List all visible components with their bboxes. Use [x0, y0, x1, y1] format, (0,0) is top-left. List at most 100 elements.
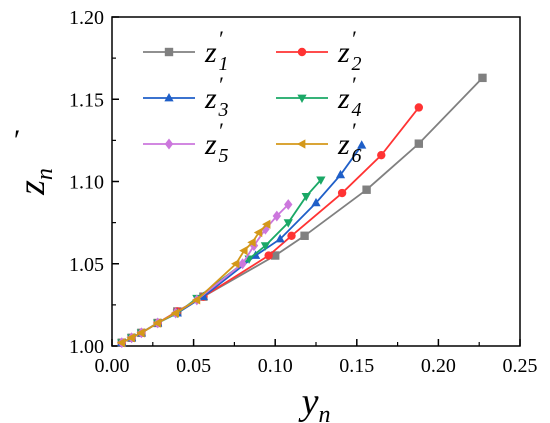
- data-point: [284, 199, 293, 210]
- series-4: [117, 176, 326, 348]
- series-3: [117, 140, 367, 347]
- legend-label: z′ 1: [204, 26, 229, 75]
- data-point: [239, 245, 248, 256]
- data-point: [377, 150, 386, 160]
- data-point: [316, 176, 326, 185]
- data-point: [271, 251, 280, 260]
- data-point: [170, 308, 180, 318]
- x-axis-label-subscript: n: [318, 402, 330, 423]
- legend-item-2: z′ 2: [276, 26, 362, 75]
- y-tick-label: 1.10: [69, 172, 104, 194]
- legend-item-1: z′ 1: [143, 26, 229, 75]
- y-tick-label: 1.20: [69, 7, 104, 29]
- data-point: [262, 219, 271, 229]
- legend-item-5: z′ 5: [143, 118, 229, 167]
- legend-label-base: z: [204, 82, 217, 115]
- plot-frame: [111, 16, 521, 347]
- data-point: [301, 192, 311, 202]
- data-point: [414, 103, 424, 112]
- legend-label-prime: ′: [218, 26, 224, 51]
- legend-label-prime: ′: [351, 118, 357, 143]
- data-point: [300, 231, 309, 240]
- legend-label-prime: ′: [218, 118, 224, 143]
- legend-label-subscript: 6: [352, 145, 362, 167]
- data-point: [247, 237, 256, 247]
- series-line: [121, 223, 268, 344]
- x-axis-label: yn: [298, 381, 331, 423]
- data-point: [191, 295, 201, 305]
- data-point: [260, 242, 271, 251]
- data-point: [264, 251, 273, 260]
- legend-marker: [297, 47, 307, 57]
- data-point: [357, 140, 367, 149]
- y-tick-label: 1.00: [69, 336, 104, 358]
- data-point: [311, 197, 321, 207]
- series-1: [117, 73, 487, 347]
- legend-label-subscript: 3: [218, 99, 229, 121]
- legend-item-3: z′ 3: [143, 72, 229, 121]
- y-axis-label-group: zn ′: [11, 124, 58, 196]
- axis-ticks: 0.00 0.05 0.10 0.15 0.20 0.25 1.00 1.05 1.10 1.15…: [69, 7, 538, 377]
- x-axis-label-base: y: [298, 381, 319, 423]
- y-axis-label-base: z: [11, 180, 53, 196]
- legend-label-base: z: [337, 128, 350, 161]
- data-point: [238, 258, 247, 270]
- data-point: [261, 223, 270, 235]
- data-point: [335, 169, 346, 179]
- data-point: [152, 318, 162, 328]
- legend-marker: [297, 94, 307, 104]
- chart-legend: z′ 1 z′ 2z′ 3 z′ 4z′ 5 z′ 6: [143, 26, 362, 167]
- data-point: [283, 219, 293, 228]
- legend-item-6: z′ 6: [276, 118, 362, 167]
- legend-label-prime: ′: [351, 26, 357, 51]
- legend-label-prime: ′: [218, 72, 224, 97]
- legend-marker: [164, 47, 174, 57]
- data-point: [275, 234, 285, 243]
- data-point: [126, 333, 135, 343]
- legend-label: z′ 5: [204, 118, 229, 167]
- legend-marker: [296, 139, 306, 149]
- legend-marker: [164, 138, 174, 150]
- x-tick-label: 0.00: [95, 355, 130, 377]
- legend-label-base: z: [337, 82, 350, 115]
- x-tick-label: 0.20: [421, 355, 456, 377]
- axis-titles: yn zn ′: [11, 124, 330, 423]
- legend-label-subscript: 4: [352, 99, 362, 121]
- data-point: [478, 73, 487, 83]
- x-tick-label: 0.15: [339, 355, 374, 377]
- x-tick-label: 0.25: [503, 355, 538, 377]
- legend-label-subscript: 2: [352, 53, 362, 75]
- legend-label: z′ 4: [337, 72, 362, 121]
- legend-item-4: z′ 4: [276, 72, 362, 121]
- y-axis-label-prime: ′: [12, 124, 19, 157]
- data-point: [337, 188, 347, 198]
- series-6: [116, 219, 271, 348]
- data-point: [414, 139, 424, 148]
- x-tick-label: 0.10: [258, 355, 293, 377]
- y-axis-label-subscript: n: [32, 168, 58, 180]
- legend-label-base: z: [204, 128, 217, 161]
- legend-label: z′ 2: [337, 26, 362, 75]
- data-point: [287, 231, 296, 240]
- legend-label-subscript: 5: [219, 145, 229, 167]
- data-point: [230, 259, 240, 269]
- y-tick-label: 1.05: [69, 254, 104, 276]
- series-line: [121, 203, 289, 344]
- data-point: [362, 185, 371, 194]
- series-line: [121, 77, 484, 344]
- y-tick-label: 1.15: [69, 89, 104, 111]
- data-point: [116, 338, 126, 348]
- data-point: [253, 227, 263, 238]
- legend-label-subscript: 1: [219, 53, 229, 75]
- chart-series: [116, 73, 487, 349]
- y-axis-label: zn: [11, 168, 58, 196]
- legend-marker: [164, 92, 174, 102]
- legend-label-prime: ′: [351, 72, 357, 97]
- series-line: [121, 144, 363, 344]
- axes-frame: [111, 16, 521, 347]
- x-tick-label: 0.05: [176, 355, 211, 377]
- legend-label-base: z: [337, 36, 350, 69]
- data-point: [272, 210, 282, 222]
